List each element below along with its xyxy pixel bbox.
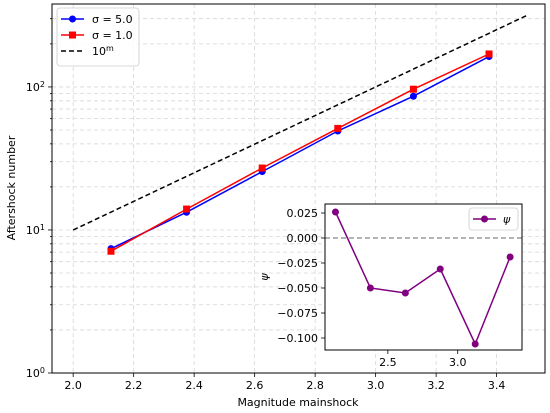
main-legend-label: σ = 5.0 — [92, 13, 133, 26]
main-x-tick-label: 2.2 — [125, 379, 143, 392]
main-grid — [52, 4, 545, 374]
main-legend: σ = 5.0 σ = 1.0 10m — [56, 7, 140, 67]
main-x-axis-label: Magnitude mainshock — [237, 396, 359, 409]
inset-y-tick-label: 0.000 — [287, 232, 319, 245]
inset-series-line — [334, 211, 511, 346]
inset-y-tick-label: −0.100 — [277, 332, 318, 345]
inset-y-tick-label: 0.025 — [287, 207, 319, 220]
inset-data-point — [366, 284, 374, 292]
main-series-line — [110, 53, 490, 252]
inset-y-axis-label: ψ — [258, 273, 271, 281]
main-y-tick-label: 102 — [26, 79, 45, 94]
inset-x-axis: 2.5 3.0 — [379, 350, 466, 369]
inset-data-point — [401, 289, 409, 297]
main-data-point — [409, 85, 417, 93]
inset-data-point — [436, 265, 444, 273]
inset-data-point — [331, 208, 339, 216]
main-series-line — [72, 14, 528, 231]
main-x-tick-label: 2.8 — [306, 379, 324, 392]
main-data-point — [334, 124, 342, 132]
main-x-tick-label: 3.0 — [367, 379, 385, 392]
main-data-point — [485, 50, 493, 58]
main-x-tick-label: 2.6 — [246, 379, 264, 392]
main-legend-swatch-marker — [69, 31, 76, 39]
inset-y-tick-label: −0.050 — [277, 282, 318, 295]
main-y-tick-label: 100 — [26, 366, 45, 381]
main-x-tick-label: 2.0 — [64, 379, 82, 392]
main-x-tick-label: 2.4 — [185, 379, 203, 392]
main-x-tick-label: 3.4 — [488, 379, 506, 392]
inset-data-point — [506, 253, 514, 261]
main-plot: 2.0 2.2 2.4 2.6 2.8 3.0 3.2 3.4 100 101 102 Magni… — [5, 3, 546, 409]
main-legend-label: σ = 1.0 — [92, 29, 133, 42]
main-data-point — [107, 247, 115, 255]
inset-x-tick-label: 2.5 — [379, 356, 397, 369]
main-x-axis: 2.0 2.2 2.4 2.6 2.8 3.0 3.2 3.4 — [64, 373, 505, 392]
main-data-point — [409, 92, 417, 100]
inset-series — [331, 208, 514, 348]
inset-plot: 2.5 3.0 0.025 0.000 −0.025 −0.050 −0.075 −0.10… — [258, 203, 523, 369]
main-series — [72, 14, 528, 255]
inset-x-tick-label: 3.0 — [449, 356, 467, 369]
inset-plot-frame — [324, 203, 523, 351]
main-series-line — [110, 55, 490, 250]
main-legend-label: 10m — [92, 44, 114, 59]
inset-legend-swatch-marker — [481, 215, 488, 223]
main-y-tick-label: 101 — [26, 222, 45, 237]
main-legend-swatch-marker — [69, 15, 76, 23]
main-plot-frame — [51, 3, 546, 374]
main-data-point — [183, 205, 191, 213]
main-y-axis: 100 101 102 — [26, 18, 52, 381]
inset-y-tick-label: −0.025 — [277, 257, 318, 270]
main-data-point — [258, 164, 266, 172]
inset-y-tick-label: −0.075 — [277, 307, 318, 320]
inset-legend: ψ — [468, 207, 519, 231]
inset-data-point — [471, 340, 479, 348]
main-y-axis-label: Aftershock number — [5, 135, 18, 240]
main-x-tick-label: 3.2 — [427, 379, 445, 392]
inset-y-axis: 0.025 0.000 −0.025 −0.050 −0.075 −0.100 — [277, 207, 325, 345]
inset-legend-label: ψ — [503, 213, 511, 226]
